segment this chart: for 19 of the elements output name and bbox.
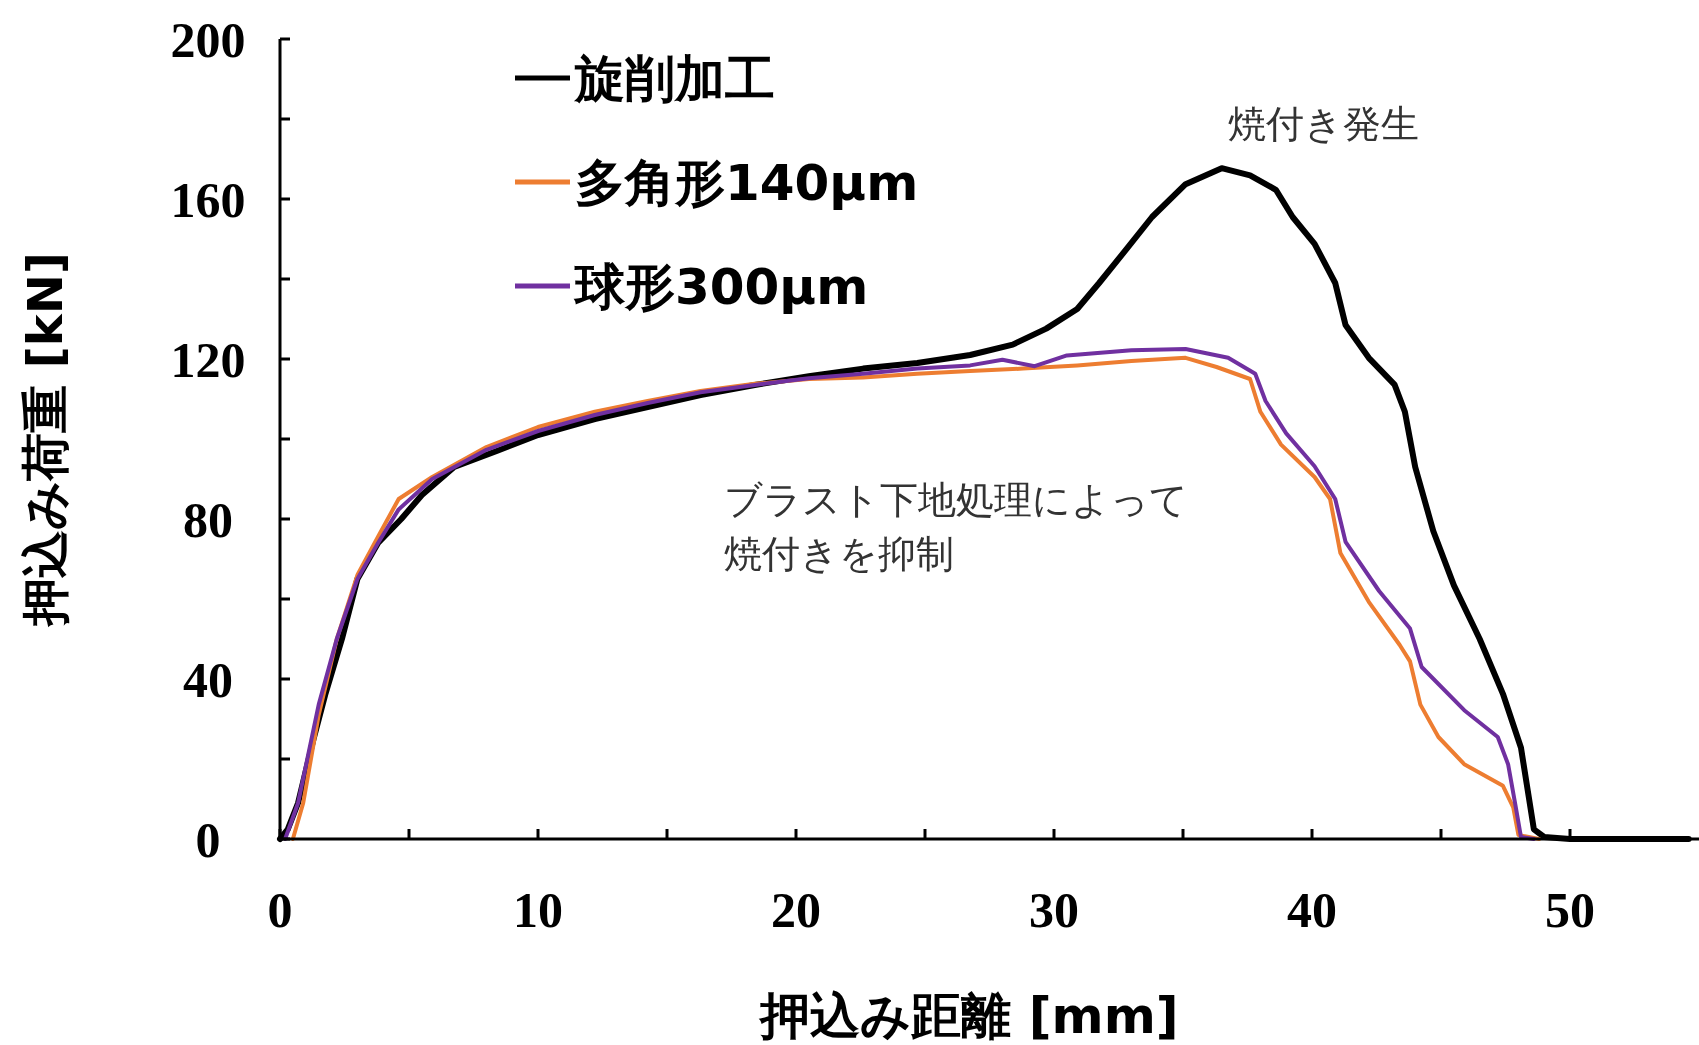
legend-label: 多角形140µm [575, 153, 919, 212]
x-tick-label: 10 [513, 882, 563, 938]
x-tick-label: 50 [1545, 882, 1595, 938]
x-axis-title: 押込み距離 [mm] [758, 987, 1179, 1045]
annotation: ブラスト下地処理によって焼付きを抑制 [724, 478, 1188, 576]
x-tick-label: 20 [771, 882, 821, 938]
legend-label: 旋削加工 [573, 49, 775, 108]
y-tick-label: 160 [170, 171, 246, 228]
y-tick-label: 120 [170, 331, 246, 388]
legend-label: 球形300µm [573, 257, 869, 316]
y-tick-label: 0 [195, 811, 221, 868]
y-tick-label: 40 [183, 651, 233, 708]
y-tick-label: 200 [170, 11, 246, 68]
annotation: 焼付き発生 [1228, 102, 1419, 147]
y-tick-label: 80 [183, 491, 233, 548]
y-axis-title: 押込み荷重 [kN] [17, 252, 73, 628]
x-tick-label: 0 [267, 882, 293, 938]
x-tick-label: 40 [1287, 882, 1337, 938]
x-tick-label: 30 [1029, 882, 1079, 938]
